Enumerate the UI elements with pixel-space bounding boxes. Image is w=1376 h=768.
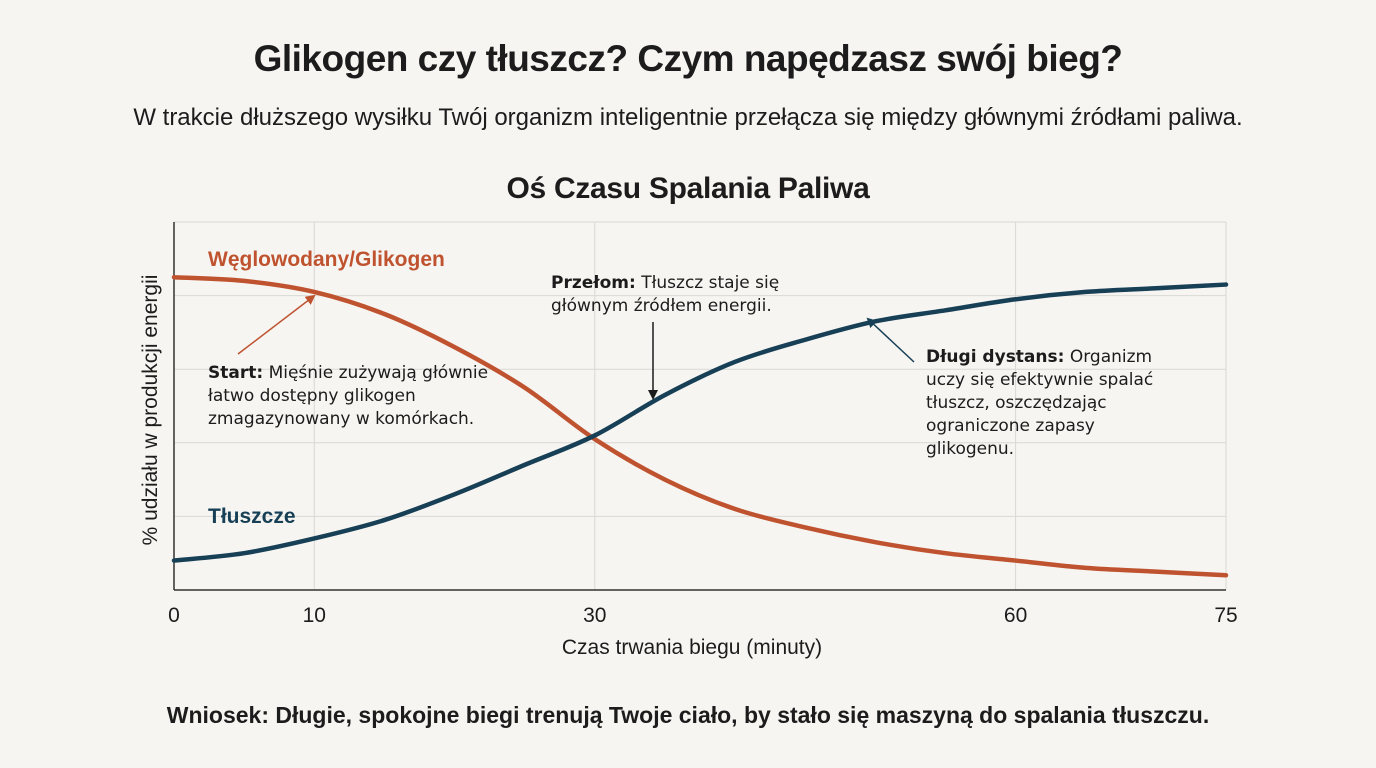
series-line-glycogen — [171, 274, 1229, 578]
arrow-long-distance — [866, 317, 915, 363]
x-tick-label: 75 — [1214, 604, 1237, 627]
annotation-arrows — [237, 294, 915, 400]
conclusion-text: Wniosek: Długie, spokojne biegi trenują … — [166, 702, 1210, 728]
chart-labels: 0 10 30 60 75 Czas trwania biegu (minuty) % ud… — [139, 248, 1238, 659]
page-title: Glikogen czy tłuszcz? Czym napędzasz swó… — [253, 38, 1123, 79]
y-axis-label: % udziału w produkcji energii — [139, 275, 162, 546]
annotation-long-distance: Długi dystans: Organizm uczy się efektyw… — [926, 346, 1181, 461]
x-tick-label: 0 — [168, 604, 180, 627]
arrow-start — [237, 294, 316, 355]
annotation-crossover: Przełom: Tłuszcz staje się głównym źródł… — [551, 272, 791, 318]
chart-axes — [173, 222, 1226, 591]
annotation-crossover-label: Przełom: — [551, 273, 636, 293]
annotation-long-distance-label: Długi dystans: — [926, 347, 1065, 367]
x-tick-label: 60 — [1004, 604, 1027, 627]
series-label-glycogen: Węglowodany/Glikogen — [208, 248, 445, 271]
x-axis-label: Czas trwania biegu (minuty) — [562, 636, 822, 659]
x-tick-label: 10 — [303, 604, 326, 627]
series-label-fat: Tłuszcze — [208, 505, 296, 528]
annotation-long-distance-text: Organizm uczy się efektywnie spalać tłus… — [926, 347, 1154, 459]
page-subtitle: W trakcie dłuższego wysiłku Twój organiz… — [133, 104, 1243, 131]
annotation-start-label: Start: — [208, 363, 264, 383]
annotation-start-text: Mięśnie zużywają głównie łatwo dostępny … — [208, 363, 489, 429]
chart-title: Oś Czasu Spalania Paliwa — [506, 172, 870, 205]
annotation-start: Start: Mięśnie zużywają głównie łatwo do… — [208, 362, 498, 431]
series-line-fat — [171, 282, 1229, 563]
chart-series — [171, 274, 1229, 578]
annotation-crossover-text: Tłuszcz staje się głównym źródłem energi… — [551, 273, 780, 316]
x-tick-label: 30 — [583, 604, 606, 627]
